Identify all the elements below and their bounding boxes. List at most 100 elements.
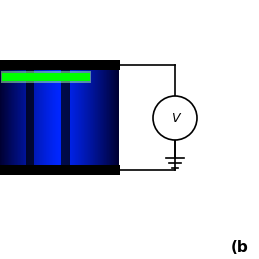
- Bar: [96, 70, 97, 165]
- Bar: [103, 70, 104, 165]
- Bar: [0, 165, 120, 175]
- Bar: [44, 70, 45, 165]
- Bar: [52, 70, 53, 165]
- Bar: [53, 70, 54, 165]
- Bar: [3, 70, 4, 165]
- Bar: [14, 70, 15, 165]
- Bar: [101, 70, 102, 165]
- Bar: [59, 70, 60, 165]
- Bar: [91, 70, 92, 165]
- Bar: [47, 70, 48, 165]
- Bar: [41, 70, 42, 165]
- Bar: [0, 60, 120, 70]
- Bar: [94, 70, 95, 165]
- Bar: [6, 70, 7, 165]
- Bar: [20, 70, 21, 165]
- Bar: [92, 70, 93, 165]
- Bar: [53, 70, 54, 165]
- Bar: [65, 70, 66, 165]
- Bar: [31, 70, 32, 165]
- Bar: [106, 70, 107, 165]
- Bar: [62, 70, 63, 165]
- Bar: [70, 70, 71, 165]
- Bar: [97, 70, 98, 165]
- Bar: [98, 70, 99, 165]
- Bar: [75, 70, 76, 165]
- Text: (b: (b: [231, 241, 249, 255]
- Bar: [9, 70, 10, 165]
- Bar: [5, 70, 6, 165]
- Bar: [79, 70, 80, 165]
- Bar: [0, 70, 1, 165]
- Bar: [11, 70, 12, 165]
- Bar: [37, 70, 38, 165]
- Bar: [117, 70, 118, 165]
- Bar: [4, 70, 5, 165]
- Bar: [102, 70, 103, 165]
- Bar: [76, 70, 77, 165]
- Bar: [74, 70, 75, 165]
- Bar: [69, 70, 70, 165]
- Bar: [36, 70, 37, 165]
- Bar: [56, 70, 57, 165]
- Bar: [107, 70, 108, 165]
- Bar: [24, 70, 25, 165]
- Bar: [73, 70, 74, 165]
- Bar: [104, 70, 105, 165]
- Bar: [66, 70, 67, 165]
- Bar: [26, 70, 34, 165]
- Bar: [2, 70, 3, 165]
- Bar: [12, 70, 13, 165]
- Bar: [15, 70, 16, 165]
- Bar: [1, 70, 2, 165]
- Bar: [61, 70, 62, 165]
- Bar: [99, 70, 100, 165]
- Bar: [28, 70, 29, 165]
- Bar: [26, 70, 27, 165]
- Bar: [43, 70, 44, 165]
- Bar: [90, 70, 91, 165]
- Bar: [110, 70, 111, 165]
- Bar: [112, 70, 113, 165]
- Bar: [16, 70, 17, 165]
- Bar: [31, 70, 32, 165]
- Bar: [46, 70, 47, 165]
- Bar: [91, 70, 92, 165]
- Bar: [63, 70, 64, 165]
- Bar: [93, 70, 94, 165]
- Bar: [11, 70, 12, 165]
- Bar: [40, 70, 41, 165]
- Bar: [14, 70, 15, 165]
- Bar: [57, 70, 58, 165]
- Bar: [82, 70, 83, 165]
- Bar: [101, 70, 102, 165]
- Bar: [10, 70, 11, 165]
- Bar: [65, 70, 66, 165]
- Bar: [7, 70, 8, 165]
- Bar: [17, 70, 18, 165]
- Bar: [51, 70, 52, 165]
- Bar: [38, 70, 39, 165]
- Bar: [19, 70, 20, 165]
- Bar: [82, 70, 83, 165]
- Bar: [114, 70, 115, 165]
- Bar: [104, 70, 105, 165]
- Bar: [67, 70, 68, 165]
- Bar: [84, 70, 85, 165]
- Bar: [39, 70, 40, 165]
- Bar: [95, 70, 96, 165]
- Bar: [30, 70, 31, 165]
- Bar: [45, 70, 46, 165]
- Bar: [18, 70, 19, 165]
- Bar: [49, 70, 50, 165]
- Bar: [72, 70, 73, 165]
- Bar: [88, 70, 89, 165]
- Bar: [47, 70, 48, 165]
- Bar: [28, 70, 29, 165]
- Bar: [8, 70, 9, 165]
- Bar: [8, 70, 9, 165]
- Bar: [113, 70, 114, 165]
- Circle shape: [153, 96, 197, 140]
- Text: V: V: [171, 112, 179, 125]
- Bar: [108, 70, 109, 165]
